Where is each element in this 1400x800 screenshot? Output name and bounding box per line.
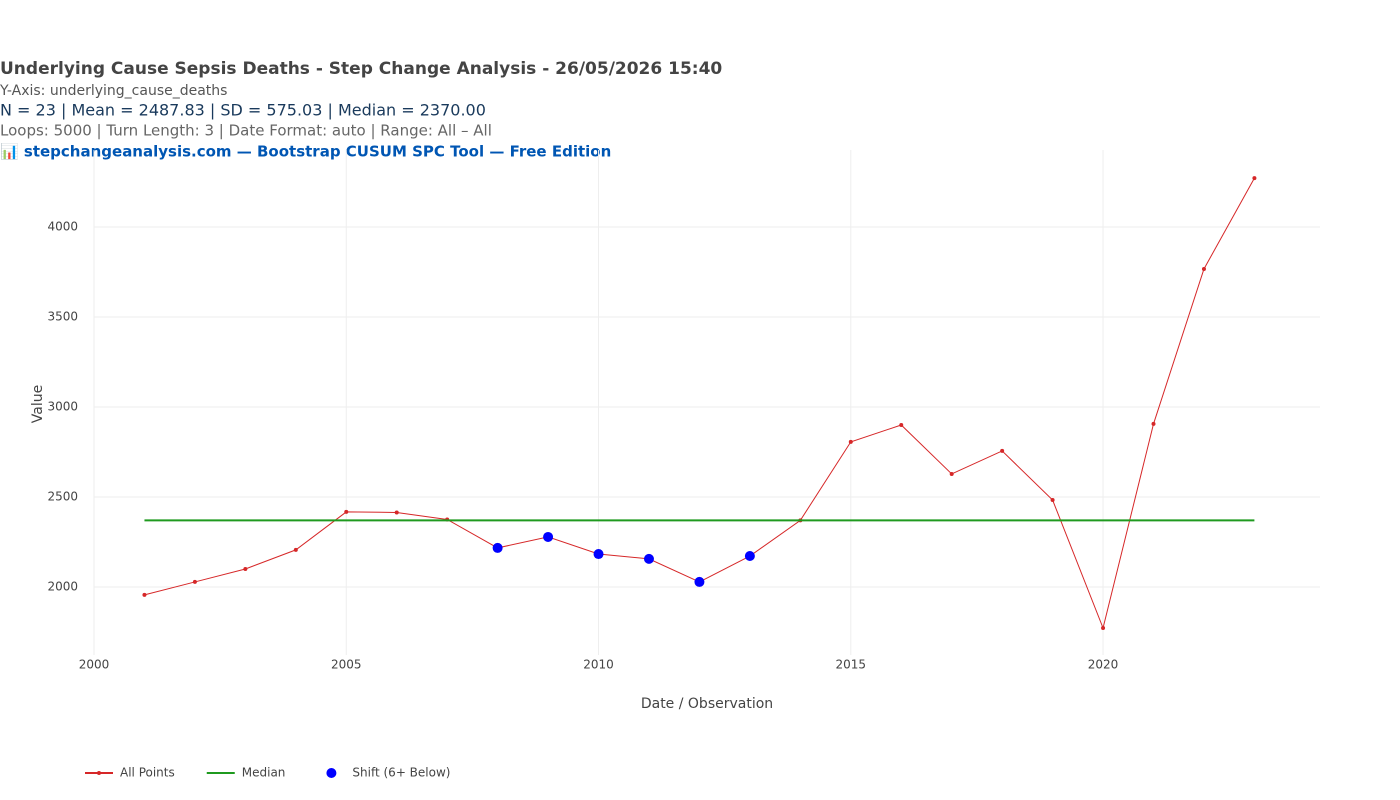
point xyxy=(949,471,954,476)
point xyxy=(1201,266,1206,271)
legend-label: All Points xyxy=(120,766,175,780)
point xyxy=(593,549,604,560)
point xyxy=(1101,626,1106,631)
x-tick-label: 2005 xyxy=(331,658,362,672)
y-tick-label: 3500 xyxy=(47,310,78,324)
x-tick-label: 2000 xyxy=(79,658,110,672)
legend-swatch xyxy=(97,771,101,775)
point xyxy=(543,531,554,542)
point xyxy=(643,553,654,564)
point xyxy=(1151,421,1156,426)
point xyxy=(744,551,755,562)
settings: Loops: 5000 | Turn Length: 3 | Date Form… xyxy=(0,122,492,140)
x-axis-label: Date / Observation xyxy=(641,696,773,712)
y-tick-label: 2000 xyxy=(47,579,78,593)
point xyxy=(1252,176,1257,181)
x-tick-label: 2015 xyxy=(836,658,867,672)
point xyxy=(192,579,197,584)
point xyxy=(1000,448,1005,453)
y-tick-label: 4000 xyxy=(47,220,78,234)
x-tick-label: 2010 xyxy=(583,658,614,672)
point xyxy=(344,509,349,514)
y-tick-label: 2500 xyxy=(47,489,78,503)
point xyxy=(1050,498,1055,503)
x-tick-label: 2020 xyxy=(1088,658,1119,672)
legend-label: Median xyxy=(242,766,286,780)
chart-title: Underlying Cause Sepsis Deaths - Step Ch… xyxy=(0,59,722,79)
legend-swatch xyxy=(326,768,337,778)
subtitle: Y-Axis: underlying_cause_deaths xyxy=(0,83,227,99)
point xyxy=(394,510,399,515)
point xyxy=(492,542,503,553)
point xyxy=(899,422,904,427)
series-line xyxy=(144,177,1255,630)
point xyxy=(142,592,147,597)
link[interactable]: 📊 stepchangeanalysis.com — Bootstrap CUS… xyxy=(0,143,611,161)
legend-label: Shift (6+ Below) xyxy=(352,766,450,780)
point xyxy=(694,576,705,587)
point xyxy=(293,547,298,552)
stats: N = 23 | Mean = 2487.83 | SD = 575.03 | … xyxy=(0,101,486,120)
point xyxy=(243,566,248,571)
point xyxy=(848,439,853,444)
y-axis-label: Value xyxy=(30,385,46,423)
y-tick-label: 3000 xyxy=(47,399,78,413)
